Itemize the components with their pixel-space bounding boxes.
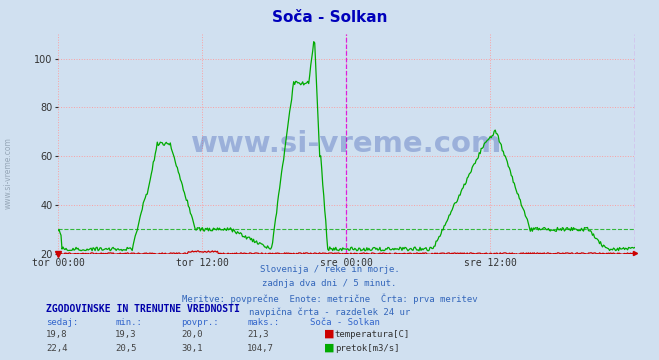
Text: pretok[m3/s]: pretok[m3/s] <box>335 344 399 353</box>
Text: zadnja dva dni / 5 minut.: zadnja dva dni / 5 minut. <box>262 279 397 288</box>
Text: ZGODOVINSKE IN TRENUTNE VREDNOSTI: ZGODOVINSKE IN TRENUTNE VREDNOSTI <box>46 304 240 314</box>
Text: sre 00:00: sre 00:00 <box>320 258 373 269</box>
Text: min.:: min.: <box>115 318 142 327</box>
Text: ■: ■ <box>324 329 335 339</box>
Text: www.si-vreme.com: www.si-vreme.com <box>3 137 13 209</box>
Text: sedaj:: sedaj: <box>46 318 78 327</box>
Text: 104,7: 104,7 <box>247 344 274 353</box>
Text: Soča - Solkan: Soča - Solkan <box>310 318 380 327</box>
Text: tor 00:00: tor 00:00 <box>32 258 84 269</box>
Text: Soča - Solkan: Soča - Solkan <box>272 10 387 25</box>
Text: navpična črta - razdelek 24 ur: navpična črta - razdelek 24 ur <box>249 308 410 317</box>
Text: temperatura[C]: temperatura[C] <box>335 330 410 339</box>
Text: 21,3: 21,3 <box>247 330 269 339</box>
Text: 19,3: 19,3 <box>115 330 137 339</box>
Text: Slovenija / reke in morje.: Slovenija / reke in morje. <box>260 265 399 274</box>
Text: tor 12:00: tor 12:00 <box>176 258 229 269</box>
Text: maks.:: maks.: <box>247 318 279 327</box>
Text: 20,0: 20,0 <box>181 330 203 339</box>
Text: 19,8: 19,8 <box>46 330 68 339</box>
Text: 20,5: 20,5 <box>115 344 137 353</box>
Text: sre 12:00: sre 12:00 <box>464 258 517 269</box>
Text: Meritve: povprečne  Enote: metrične  Črta: prva meritev: Meritve: povprečne Enote: metrične Črta:… <box>182 293 477 304</box>
Text: povpr.:: povpr.: <box>181 318 219 327</box>
Text: 30,1: 30,1 <box>181 344 203 353</box>
Text: www.si-vreme.com: www.si-vreme.com <box>190 130 502 158</box>
Text: ■: ■ <box>324 342 335 352</box>
Text: 22,4: 22,4 <box>46 344 68 353</box>
